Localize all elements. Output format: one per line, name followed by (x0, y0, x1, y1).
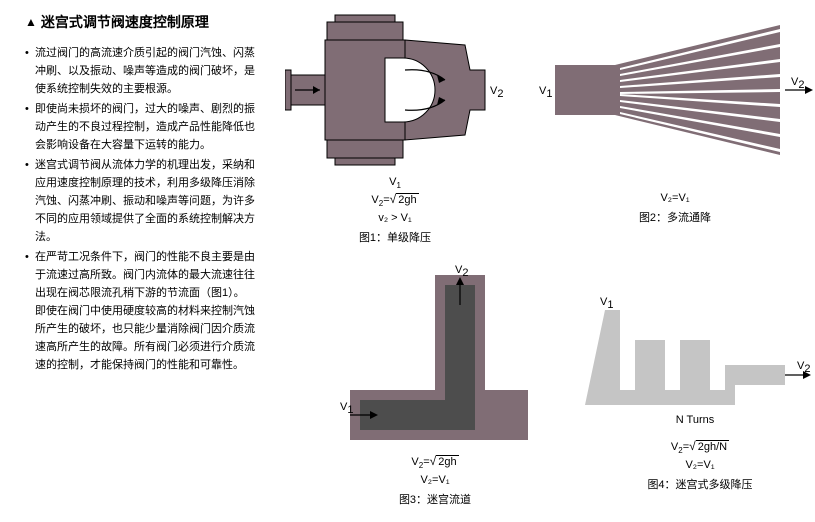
bullet-item: 即使尚未损坏的阀门，过大的噪声、剧烈的振动产生的不良过程控制，造成产品性能降低也… (25, 100, 255, 154)
fig2-svg: V1 V2 (535, 10, 815, 175)
bullet-item: 流过阀门的高流速介质引起的阀门汽蚀、闪蒸冲刷、以及振动、噪声等造成的阀门破坏，是… (25, 44, 255, 98)
fig3-svg: V1 V2 (340, 265, 530, 455)
fig2-v2-label: V2 (791, 76, 804, 91)
fig1-v2-label: V2 (490, 85, 503, 100)
fig3-formula-a: V2=√2gh (411, 455, 458, 473)
bullet-list: 流过阀门的高流速介质引起的阀门汽蚀、闪蒸冲刷、以及振动、噪声等造成的阀门破坏，是… (25, 44, 255, 374)
fig3-caption: 图3：迷宫流道 (399, 491, 471, 507)
title-row: ▲ 迷宫式调节阀速度控制原理 (25, 12, 255, 32)
fig1-svg: V2 (285, 10, 505, 175)
fig4-caption: 图4：迷宫式多级降压 (647, 476, 752, 492)
fig2-formula: V₂=V₁ (660, 191, 689, 205)
fig2-v1-label: V1 (539, 85, 552, 100)
figure-4: V1 V2 N Turns V2=√2gh/N V₂=V₁ 图4：迷宫式多级降压 (585, 265, 815, 492)
fig1-formula-a: V2=√2gh (371, 193, 418, 211)
fig1-formula-b: v₂ > V₁ (378, 211, 411, 225)
fig1-v1-label: V1 (389, 175, 401, 193)
figures-panel: V2 V1 V2=√2gh v₂ > V₁ 图1：单级降压 (255, 0, 815, 522)
fig3-v1-label: V1 (340, 401, 353, 416)
figure-3: V1 V2 V2=√2gh V₂=V₁ 图3：迷宫流道 (330, 265, 540, 507)
fig4-svg: V1 V2 N Turns (585, 265, 815, 440)
fig1-caption: 图1：单级降压 (359, 229, 431, 245)
page-title: 迷宫式调节阀速度控制原理 (41, 12, 209, 32)
fig4-nturns: N Turns (676, 414, 715, 426)
fig3-formula-b: V₂=V₁ (420, 473, 449, 487)
fig4-formula-b: V₂=V₁ (685, 458, 714, 472)
info-panel: ▲ 迷宫式调节阀速度控制原理 流过阀门的高流速介质引起的阀门汽蚀、闪蒸冲刷、以及… (0, 0, 255, 522)
fig2-caption: 图2：多流通降 (639, 209, 711, 225)
bullet-item: 在严苛工况条件下，阀门的性能不良主要是由于流速过高所致。阀门内流体的最大流速往往… (25, 248, 255, 374)
figure-1: V2 V1 V2=√2gh v₂ > V₁ 图1：单级降压 (275, 10, 515, 245)
fig4-formula-a: V2=√2gh/N (671, 440, 729, 458)
triangle-icon: ▲ (25, 15, 37, 29)
figure-2: V1 V2 V₂=V₁ 图2：多流通降 (535, 10, 815, 225)
bullet-item: 迷宫式调节阀从流体力学的机理出发，采纳和应用速度控制原理的技术，利用多级降压消除… (25, 156, 255, 246)
